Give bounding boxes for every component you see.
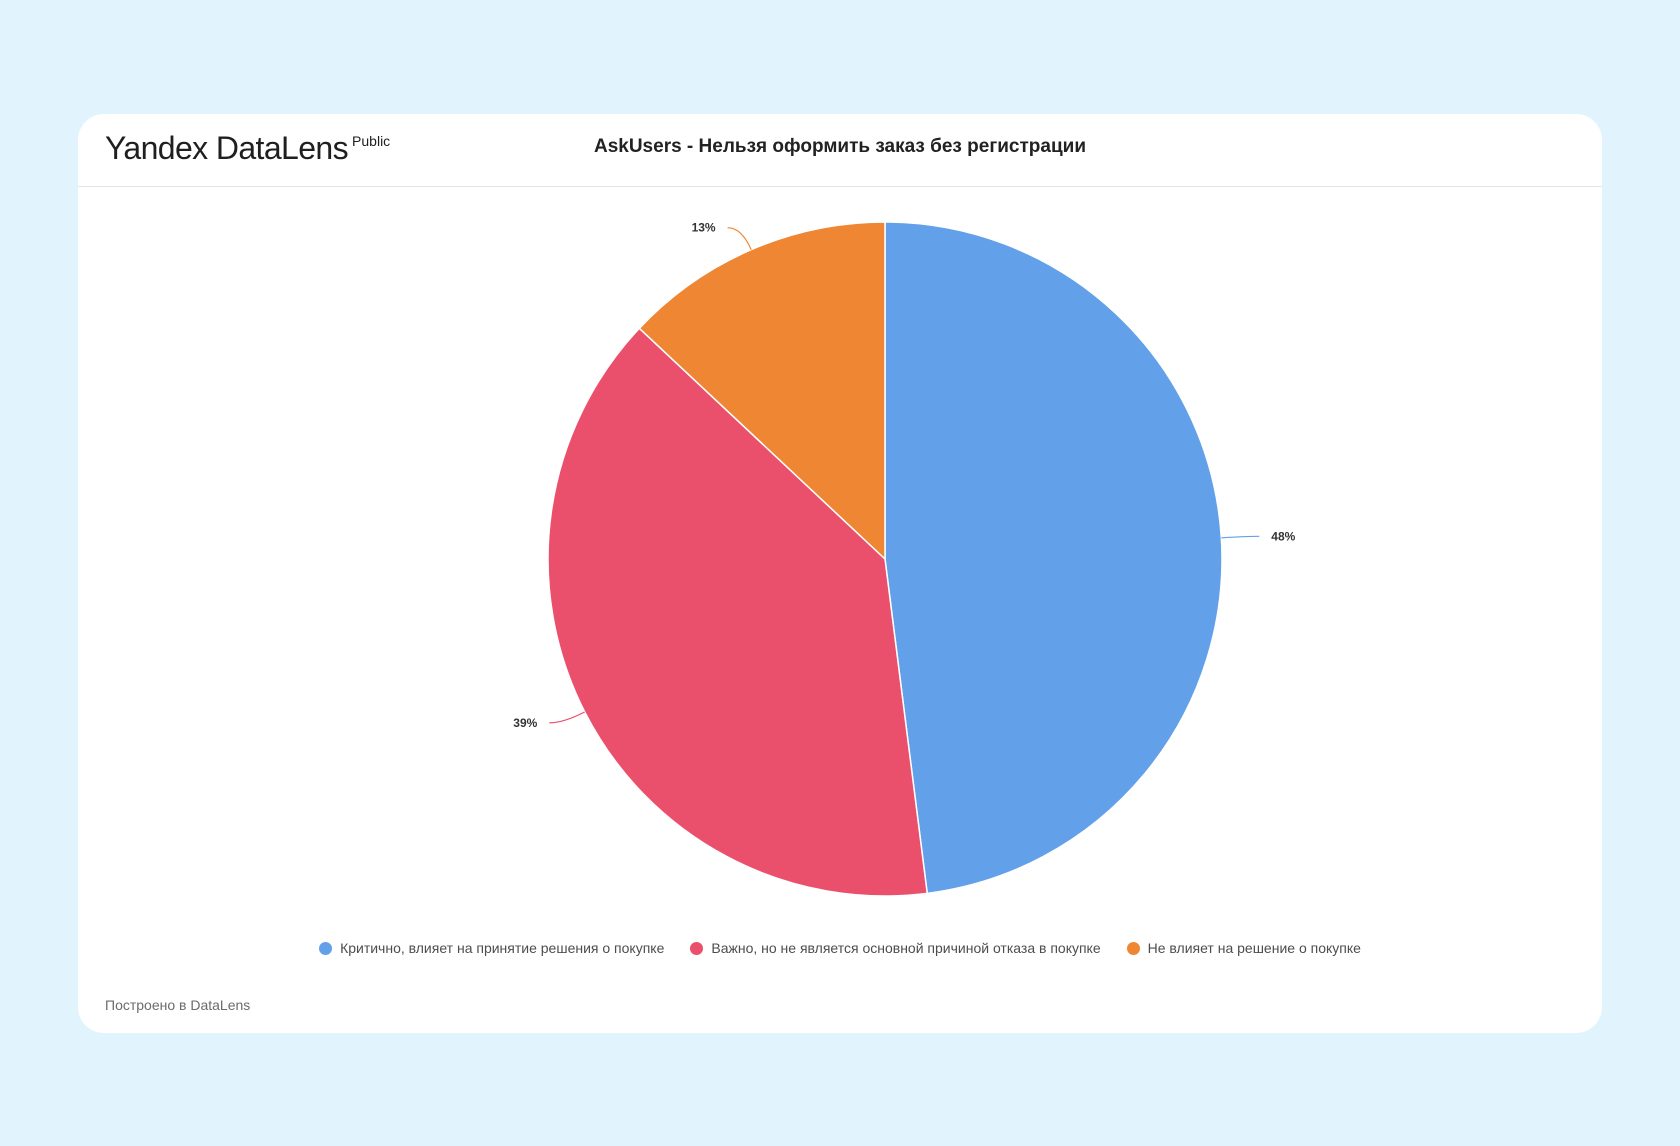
pie-slice-3[interactable] — [638, 221, 886, 560]
pie-slice-2[interactable] — [547, 327, 928, 897]
brand-name: Yandex DataLens — [105, 130, 349, 166]
pie-data-label-1: 48% — [1271, 529, 1295, 543]
chart-card: Yandex DataLens Public AskUsers - Нельзя … — [78, 114, 1602, 1033]
pie-connector-1 — [1221, 535, 1260, 539]
legend-item-2[interactable]: Важно, но не является основной причиной … — [690, 940, 1101, 956]
legend-label-2: Важно, но не является основной причиной … — [711, 940, 1101, 956]
pie-chart: 48% 39% 13% — [513, 221, 1296, 897]
legend-item-1[interactable]: Критично, влияет на принятие решения о п… — [319, 940, 664, 956]
brand-badge: Public — [352, 133, 391, 149]
brand-logo[interactable]: Yandex DataLens Public — [105, 130, 390, 167]
legend-dot-1 — [319, 941, 333, 955]
pie-connector-3 — [727, 227, 752, 250]
chart-title: AskUsers - Нельзя оформить заказ без рег… — [593, 136, 1086, 157]
pie-connector-2 — [549, 711, 585, 724]
pie-slice-1[interactable] — [884, 221, 1223, 895]
legend-item-3[interactable]: Не влияет на решение о покупке — [1126, 940, 1361, 956]
built-with-footer[interactable]: Построено в DataLens — [105, 997, 251, 1013]
pie-data-label-3: 13% — [692, 221, 716, 235]
pie-data-label-2: 39% — [513, 716, 537, 730]
legend-label-3: Не влияет на решение о покупке — [1147, 940, 1361, 956]
legend-dot-3 — [1126, 941, 1140, 955]
legend-dot-2 — [690, 941, 704, 955]
legend-label-1: Критично, влияет на принятие решения о п… — [340, 940, 665, 956]
chart-legend: Критично, влияет на принятие решения о п… — [78, 940, 1602, 956]
header: Yandex DataLens Public AskUsers - Нельзя … — [78, 114, 1602, 187]
